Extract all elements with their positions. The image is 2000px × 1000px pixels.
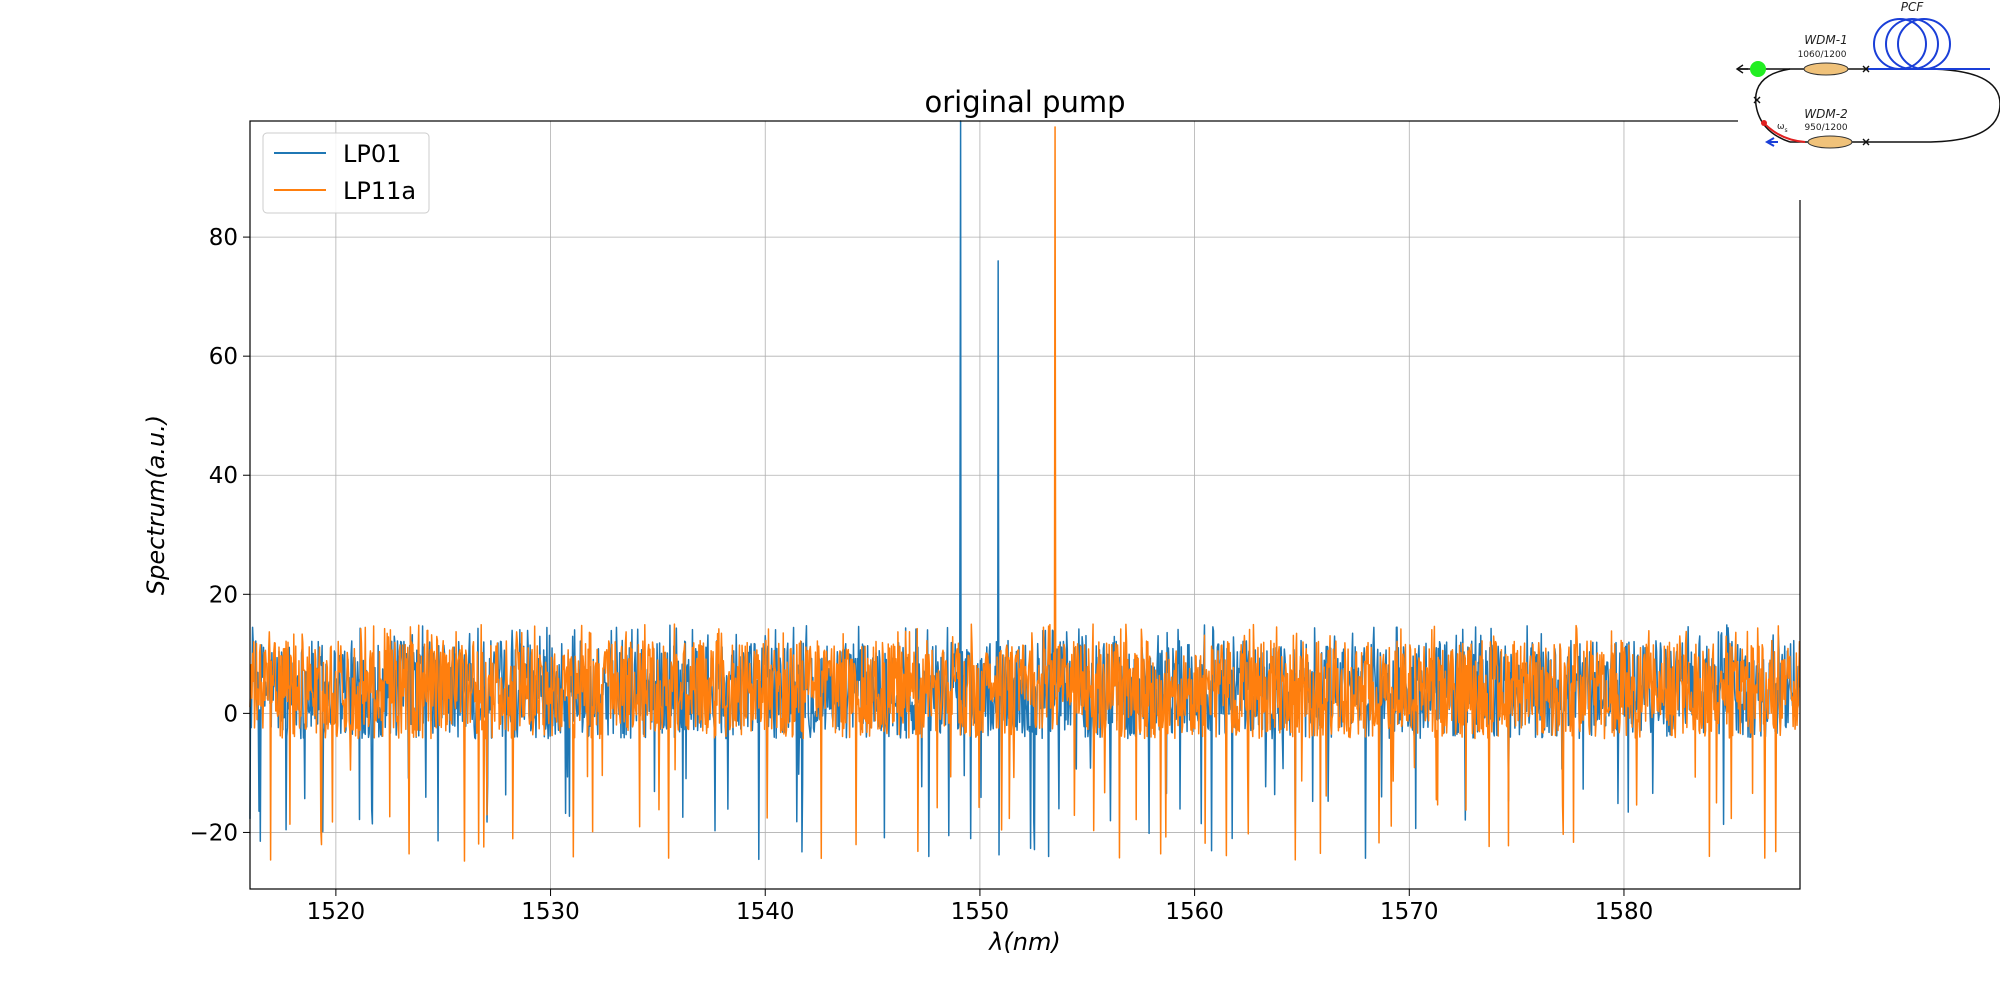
grid-lines	[250, 121, 1800, 889]
wdm1-coupler-icon	[1803, 62, 1849, 76]
output-arrow-icon	[1735, 64, 1748, 74]
wdm1-label: WDM-1	[1804, 33, 1847, 47]
wdm2-spec-label: 950/1200	[1804, 123, 1847, 133]
x-tick-label: 1580	[1595, 899, 1654, 925]
y-tick-label: 0	[223, 701, 238, 727]
wdm2-label: WDM-2	[1804, 107, 1847, 121]
series-line-lp11a	[249, 126, 1801, 862]
omega-label: ωs	[1777, 122, 1788, 134]
fiber-loop-left	[1754, 68, 1791, 143]
pump-dot-icon	[1750, 61, 1766, 77]
wdm2-coupler-icon	[1807, 135, 1853, 149]
y-tick-label: 60	[209, 344, 238, 370]
pcf-coil-icon	[1868, 18, 1990, 70]
fiber-loop-schematic: PCF WDM-1 1060/1200 WDM-2 950/1200 ωs	[1735, 0, 2000, 200]
x-tick-label: 1530	[521, 899, 580, 925]
legend: LP01 LP11a	[262, 132, 430, 214]
schematic-background	[1738, 0, 2000, 200]
x-tick-label: 1560	[1165, 899, 1224, 925]
y-tick-label: 80	[209, 225, 238, 251]
signal-dot-icon	[1761, 120, 1767, 126]
y-tick-label: −20	[189, 820, 238, 846]
x-tick-label: 1550	[951, 899, 1010, 925]
x-tick-label: 1570	[1380, 899, 1439, 925]
x-tick-label: 1520	[307, 899, 366, 925]
legend-label-lp11a: LP11a	[343, 177, 416, 205]
x-tick-label: 1540	[736, 899, 795, 925]
legend-label-lp01: LP01	[343, 140, 401, 168]
wdm1-spec-label: 1060/1200	[1798, 50, 1847, 60]
series-layer	[249, 120, 1801, 862]
input-arrow-icon	[1764, 137, 1778, 147]
plot-frame	[249, 120, 1801, 890]
x-axis-label: λ(nm)	[987, 928, 1061, 956]
y-axis-label: Spectrum(a.u.)	[142, 415, 170, 595]
chart-title: original pump	[924, 85, 1125, 119]
y-tick-label: 20	[209, 582, 238, 608]
pcf-label: PCF	[1901, 0, 1925, 14]
splice-marks	[1753, 65, 1870, 146]
series-line-lp01	[249, 120, 1801, 861]
y-tick-label: 40	[209, 463, 238, 489]
fiber-loop-right	[1740, 68, 2000, 143]
signal-path	[1763, 122, 1806, 143]
tick-layer: 1520 1530 1540 1550 1560 1570 1580 −20 0 20 40 60 80	[189, 225, 1653, 925]
